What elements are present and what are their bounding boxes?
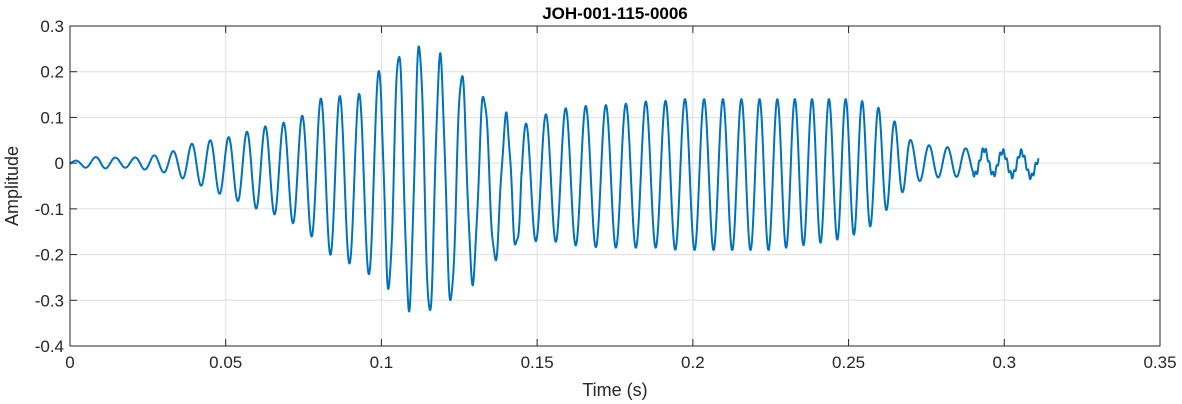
- x-tick-label: 0.3: [992, 353, 1016, 372]
- x-axis: 0 0.05 0.1 0.15 0.2 0.25 0.3 0.35: [65, 26, 1177, 372]
- amplitude-series-line: [69, 45, 1040, 313]
- y-tick-label: 0: [55, 154, 64, 173]
- chart-title: JOH-001-115-0006: [542, 4, 688, 23]
- x-tick-label: 0.05: [209, 353, 242, 372]
- series-layer: [69, 45, 1040, 313]
- y-tick-label: 0.1: [40, 108, 64, 127]
- x-tick-label: 0: [65, 353, 74, 372]
- y-tick-label: -0.4: [35, 337, 64, 356]
- y-axis-label: Amplitude: [2, 146, 22, 226]
- plot-background: [70, 26, 1160, 346]
- x-tick-label: 0.25: [832, 353, 865, 372]
- y-tick-label: 0.3: [40, 17, 64, 36]
- x-tick-label: 0.15: [521, 353, 554, 372]
- x-tick-label: 0.35: [1143, 353, 1176, 372]
- y-tick-label: -0.2: [35, 246, 64, 265]
- plot-frame: [69, 25, 1161, 347]
- y-tick-label: -0.1: [35, 200, 64, 219]
- x-tick-label: 0.1: [370, 353, 394, 372]
- x-tick-label: 0.2: [681, 353, 705, 372]
- x-axis-label: Time (s): [582, 380, 647, 400]
- y-tick-label: 0.2: [40, 63, 64, 82]
- y-tick-label: -0.3: [35, 291, 64, 310]
- y-axis: 0.3 0.2 0.1 0 -0.1 -0.2 -0.3 -0.4: [35, 17, 1160, 356]
